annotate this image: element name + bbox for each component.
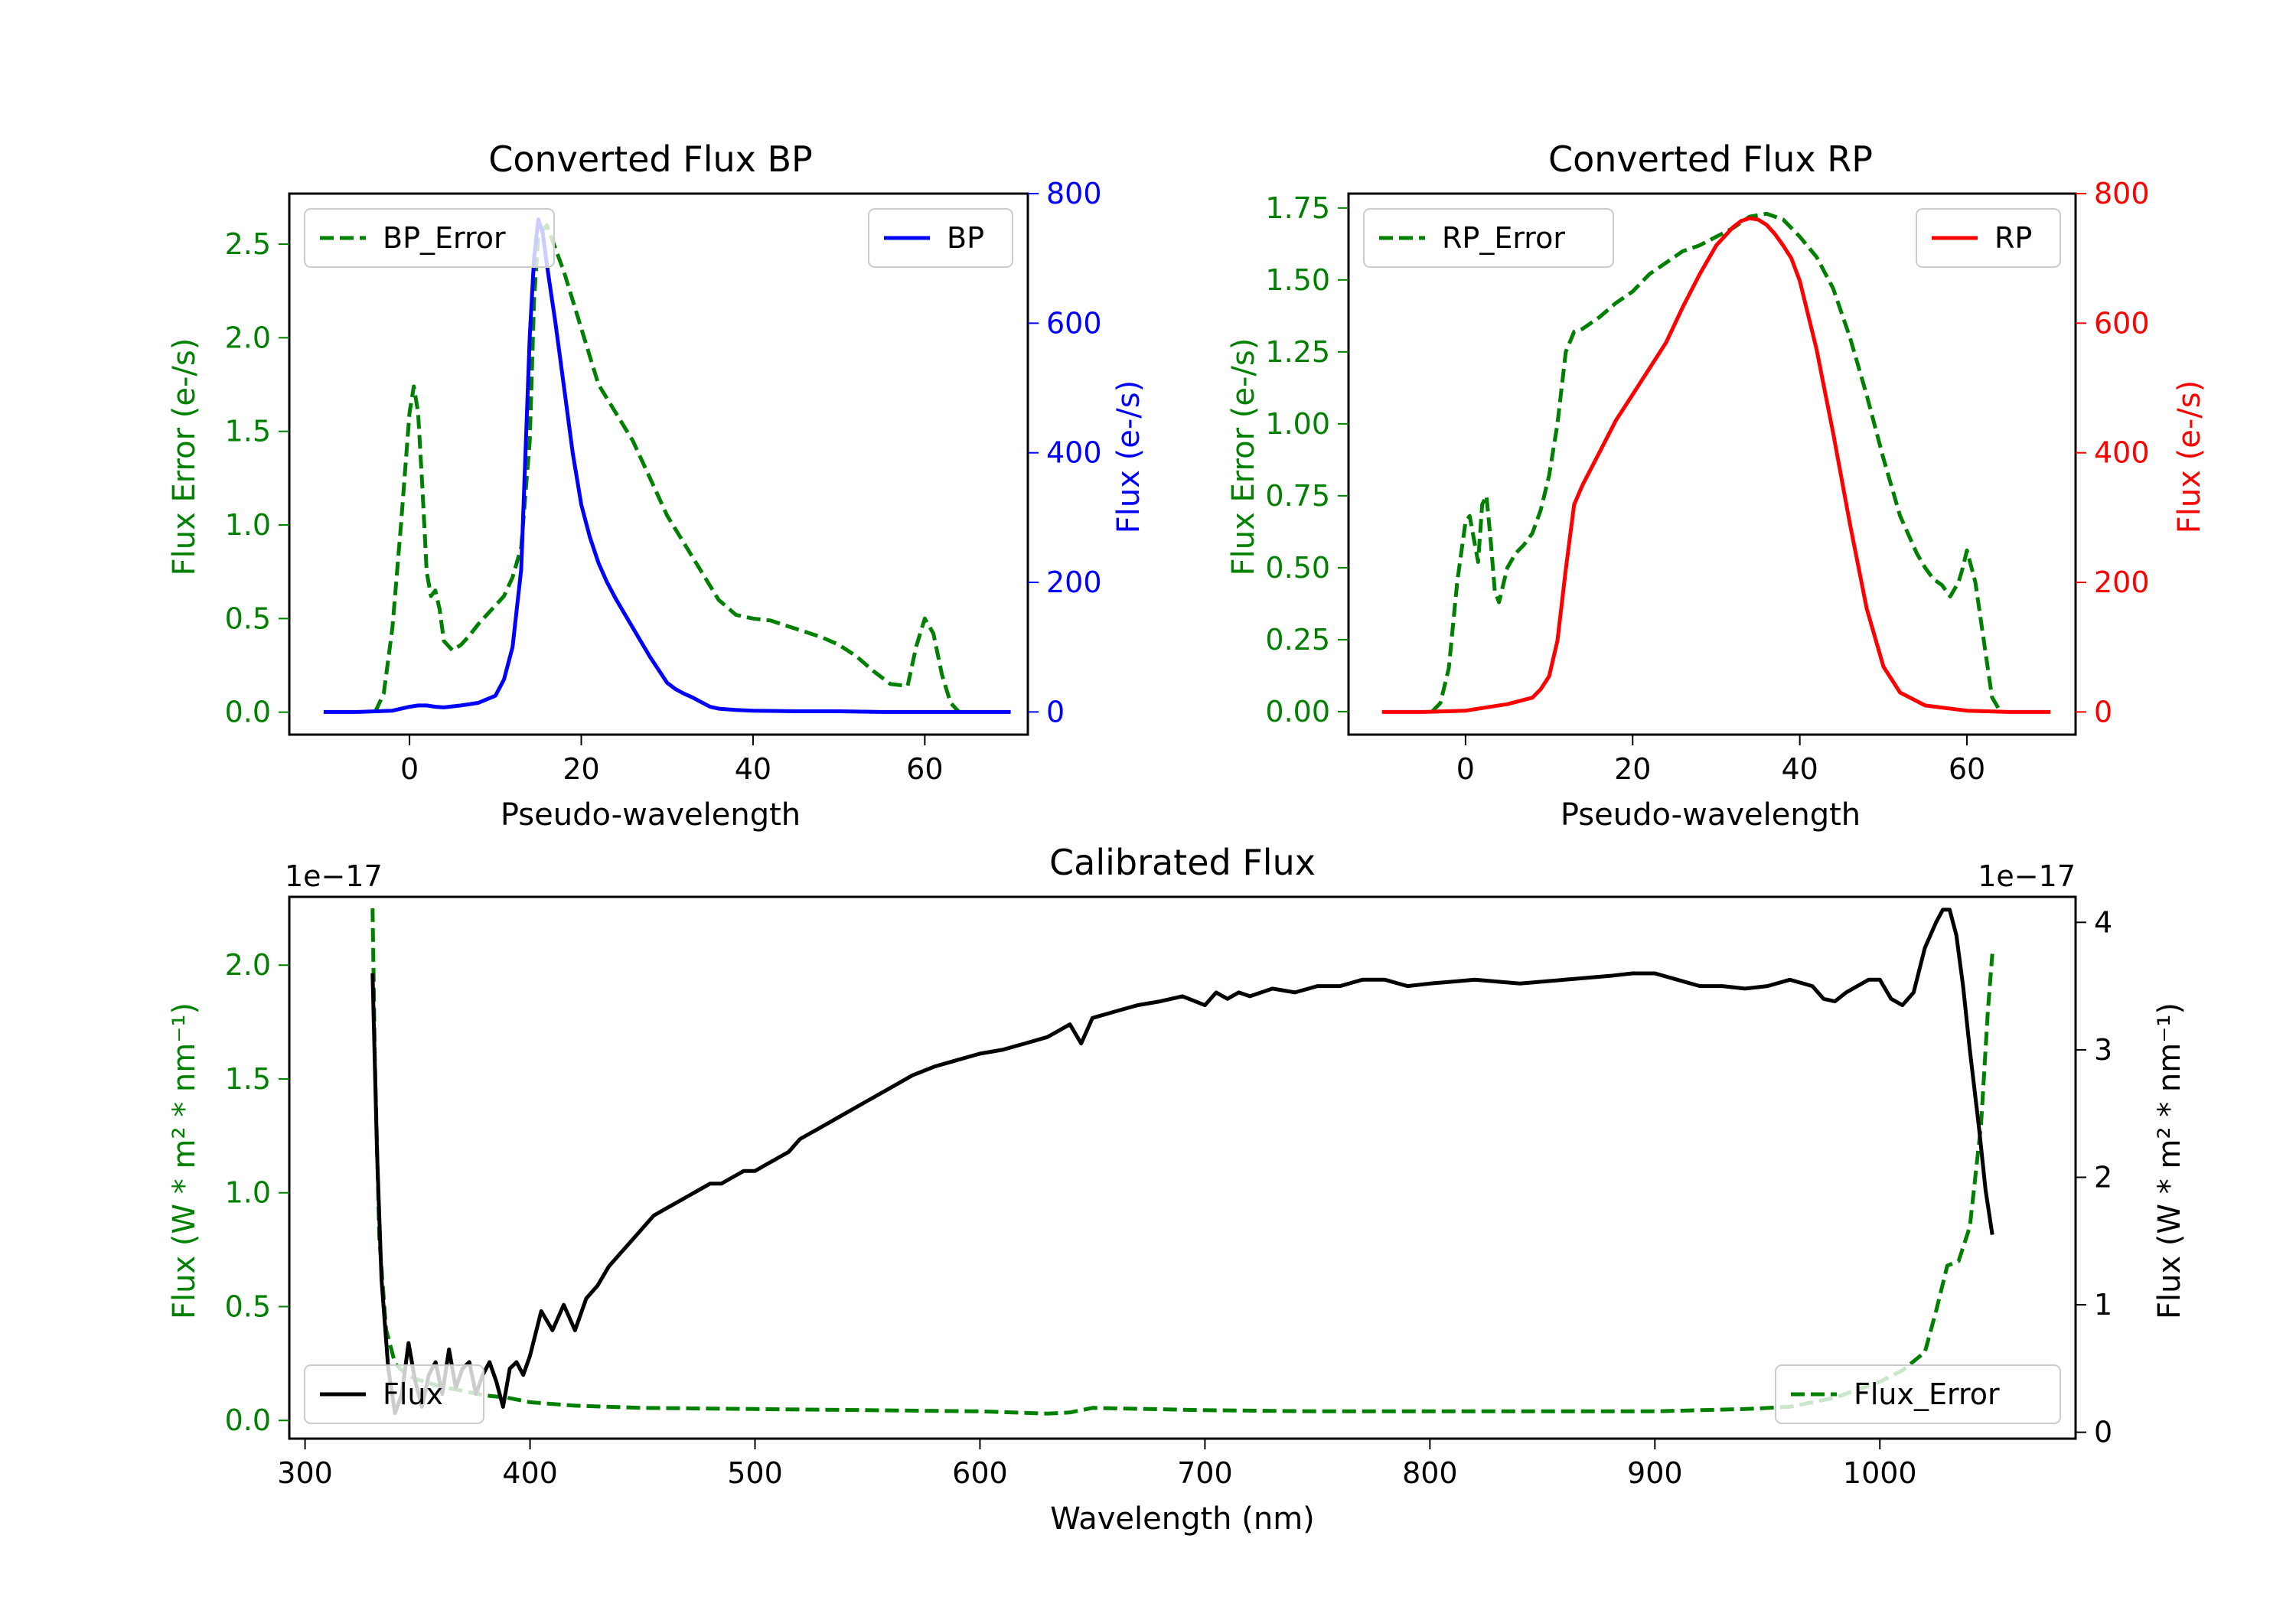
y-left-tick-label: 0.75 <box>1265 479 1330 513</box>
y-left-tick-label: 0.5 <box>225 601 271 635</box>
y-right-tick-label: 400 <box>1046 436 1102 470</box>
panel-converted-flux-rp: Converted Flux RP Pseudo-wavelength Flux… <box>1226 139 2207 833</box>
y-right-tick-label: 1 <box>2094 1288 2112 1322</box>
y-left-tick-label: 1.0 <box>225 1176 271 1210</box>
x-tick-label: 20 <box>563 752 599 786</box>
chart-title-calibrated: Calibrated Flux <box>1049 842 1316 883</box>
x-tick-label: 40 <box>735 752 771 786</box>
legend-flux: Flux <box>304 1364 484 1424</box>
y-left-tick-label: 1.75 <box>1265 191 1330 225</box>
y-left-tick-label: 2.0 <box>225 321 271 354</box>
chart-title-bp: Converted Flux BP <box>488 139 813 180</box>
y-right-tick-label: 0 <box>1046 695 1065 729</box>
x-axis-label-bp: Pseudo-wavelength <box>501 797 801 833</box>
y-axis-left-label-rp: Flux Error (e-/s) <box>1226 338 1261 576</box>
x-axis-label-rp: Pseudo-wavelength <box>1561 797 1861 833</box>
axes-frame <box>1347 192 2077 736</box>
y-left-tick-label: 1.5 <box>225 415 271 448</box>
series-line-bp <box>323 217 1011 714</box>
legend-flux-error: Flux_Error <box>1775 1364 2061 1424</box>
x-tick-label: 700 <box>1177 1456 1233 1490</box>
legend-rp-error: RP_Error <box>1363 208 1614 268</box>
y-right-tick-label: 800 <box>2094 177 2150 210</box>
legend-bp-error: BP_Error <box>304 208 555 268</box>
x-tick-label: 20 <box>1614 752 1651 786</box>
y-left-tick-label: 0.50 <box>1265 551 1330 585</box>
legend-label: RP_Error <box>1442 221 1565 255</box>
y-left-tick-label: 0.00 <box>1265 695 1330 729</box>
x-tick-label: 300 <box>277 1456 333 1490</box>
y-left-tick-label: 1.00 <box>1265 407 1330 441</box>
y-right-tick-label: 200 <box>2094 566 2150 599</box>
offset-text-left: 1e−17 <box>285 859 383 893</box>
series-line-rp <box>1381 216 2051 714</box>
y-left-tick-label: 1.50 <box>1265 263 1330 297</box>
y-right-tick-label: 0 <box>2094 1416 2112 1449</box>
y-left-tick-label: 2.5 <box>225 227 271 261</box>
y-right-tick-label: 2 <box>2094 1160 2112 1194</box>
y-left-tick-label: 0.0 <box>225 1403 271 1437</box>
legend-label: BP <box>947 221 984 255</box>
y-left-tick-label: 1.0 <box>225 508 271 542</box>
legend-label: RP <box>1994 221 2032 255</box>
x-tick-label: 40 <box>1781 752 1818 786</box>
series-line-bp-error <box>373 223 961 714</box>
y-left-tick-label: 1.25 <box>1265 335 1330 369</box>
axes-frame <box>288 192 1029 736</box>
panel-converted-flux-bp: Converted Flux BP Pseudo-wavelength Flux… <box>167 139 1146 833</box>
x-tick-label: 60 <box>1949 752 1985 786</box>
chart-title-rp: Converted Flux RP <box>1548 139 1873 180</box>
legend-rp: RP <box>1916 208 2061 268</box>
x-tick-label: 800 <box>1402 1456 1458 1490</box>
y-right-tick-label: 600 <box>1046 306 1102 340</box>
y-right-tick-label: 4 <box>2094 905 2112 939</box>
y-left-tick-label: 1.5 <box>225 1062 271 1096</box>
x-tick-label: 900 <box>1627 1456 1683 1490</box>
y-right-tick-label: 3 <box>2094 1033 2112 1067</box>
y-left-tick-label: 0.0 <box>225 696 271 729</box>
y-left-tick-label: 0.25 <box>1265 623 1330 657</box>
y-axis-right-label-rp: Flux (e-/s) <box>2172 380 2207 533</box>
x-tick-label: 400 <box>502 1456 558 1490</box>
x-tick-label: 60 <box>906 752 943 786</box>
x-tick-label: 0 <box>400 752 419 786</box>
x-tick-label: 500 <box>727 1456 783 1490</box>
y-left-tick-label: 0.5 <box>225 1289 271 1323</box>
legend-label: Flux_Error <box>1854 1377 2000 1411</box>
y-right-tick-label: 800 <box>1046 177 1102 210</box>
axes-frame <box>288 895 2077 1440</box>
y-left-tick-label: 2.0 <box>225 948 271 982</box>
offset-text-right: 1e−17 <box>1978 859 2076 893</box>
series-line-flux <box>370 908 1994 1416</box>
y-axis-left-label-bp: Flux Error (e-/s) <box>167 338 202 576</box>
y-right-tick-label: 600 <box>2094 306 2150 340</box>
y-right-tick-label: 400 <box>2094 436 2150 470</box>
x-tick-label: 600 <box>952 1456 1008 1490</box>
legend-label: Flux <box>383 1377 443 1411</box>
legend-bp: BP <box>868 208 1013 268</box>
x-tick-label: 0 <box>1456 752 1475 786</box>
legend-label: BP_Error <box>383 221 506 255</box>
y-right-tick-label: 0 <box>2094 695 2112 729</box>
y-axis-left-label-calibrated: Flux (W * m² * nm⁻¹) <box>167 1002 202 1319</box>
y-axis-right-label-bp: Flux (e-/s) <box>1111 380 1146 533</box>
y-right-tick-label: 200 <box>1046 566 1102 599</box>
y-axis-right-label-calibrated: Flux (W * m² * nm⁻¹) <box>2152 1002 2187 1319</box>
x-tick-label: 1000 <box>1843 1456 1917 1490</box>
x-axis-label-calibrated: Wavelength (nm) <box>1050 1501 1315 1537</box>
panel-calibrated-flux: Calibrated Flux Wavelength (nm) Flux (W … <box>167 842 2187 1537</box>
